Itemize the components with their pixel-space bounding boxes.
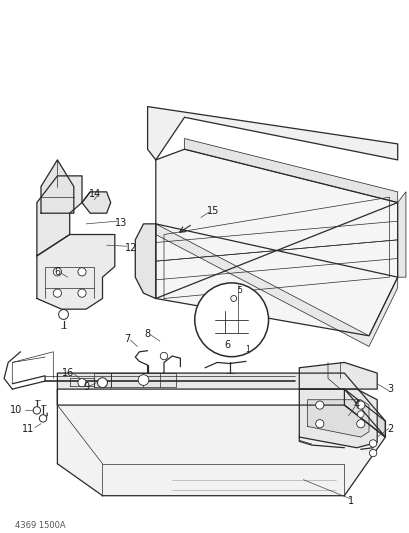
Circle shape — [315, 419, 323, 428]
Text: 11: 11 — [22, 424, 34, 433]
Text: 8: 8 — [144, 329, 150, 338]
Circle shape — [138, 375, 148, 385]
Circle shape — [369, 440, 376, 447]
Polygon shape — [299, 362, 376, 389]
Polygon shape — [155, 224, 397, 346]
Circle shape — [53, 289, 61, 297]
Circle shape — [315, 401, 323, 409]
Text: 1: 1 — [245, 345, 250, 353]
Polygon shape — [184, 139, 397, 203]
Circle shape — [78, 268, 86, 276]
Polygon shape — [307, 400, 368, 437]
Polygon shape — [147, 107, 397, 160]
Circle shape — [97, 378, 107, 387]
Text: 4: 4 — [353, 400, 359, 410]
Circle shape — [356, 419, 364, 428]
Circle shape — [160, 352, 167, 360]
Polygon shape — [37, 176, 82, 256]
Text: 16: 16 — [61, 368, 74, 378]
Circle shape — [39, 415, 47, 422]
Circle shape — [78, 289, 86, 297]
Circle shape — [33, 407, 40, 414]
Polygon shape — [94, 373, 110, 387]
Circle shape — [78, 378, 86, 387]
Circle shape — [369, 449, 376, 457]
Circle shape — [58, 310, 68, 319]
Circle shape — [357, 411, 363, 417]
Polygon shape — [82, 192, 110, 213]
Text: 6: 6 — [54, 267, 60, 277]
Text: 9: 9 — [83, 383, 89, 392]
Polygon shape — [344, 389, 384, 437]
Text: 5: 5 — [237, 286, 242, 295]
Text: 7: 7 — [124, 334, 130, 344]
Polygon shape — [37, 235, 115, 309]
Text: 1: 1 — [347, 496, 353, 506]
Circle shape — [230, 295, 236, 302]
Text: 4369 1500A: 4369 1500A — [15, 521, 65, 530]
Polygon shape — [299, 389, 376, 448]
Polygon shape — [57, 373, 384, 437]
Polygon shape — [155, 149, 397, 336]
Polygon shape — [70, 378, 94, 386]
Text: 3: 3 — [387, 384, 392, 394]
Text: 12: 12 — [125, 243, 137, 253]
Polygon shape — [397, 192, 405, 277]
Text: 2: 2 — [386, 424, 393, 433]
Text: 10: 10 — [10, 406, 22, 415]
Polygon shape — [41, 160, 74, 213]
Text: 14: 14 — [89, 189, 101, 199]
Text: 13: 13 — [115, 218, 127, 228]
Polygon shape — [135, 224, 155, 298]
Polygon shape — [110, 373, 176, 387]
Polygon shape — [57, 405, 384, 496]
Circle shape — [53, 268, 61, 276]
Circle shape — [194, 283, 268, 357]
Text: 15: 15 — [207, 206, 219, 216]
Circle shape — [356, 401, 364, 409]
Text: 6: 6 — [224, 341, 230, 350]
